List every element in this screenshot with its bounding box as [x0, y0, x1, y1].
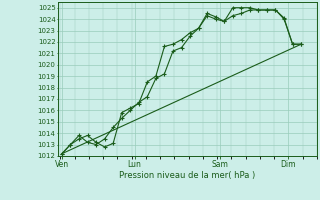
X-axis label: Pression niveau de la mer( hPa ): Pression niveau de la mer( hPa ): [119, 171, 255, 180]
